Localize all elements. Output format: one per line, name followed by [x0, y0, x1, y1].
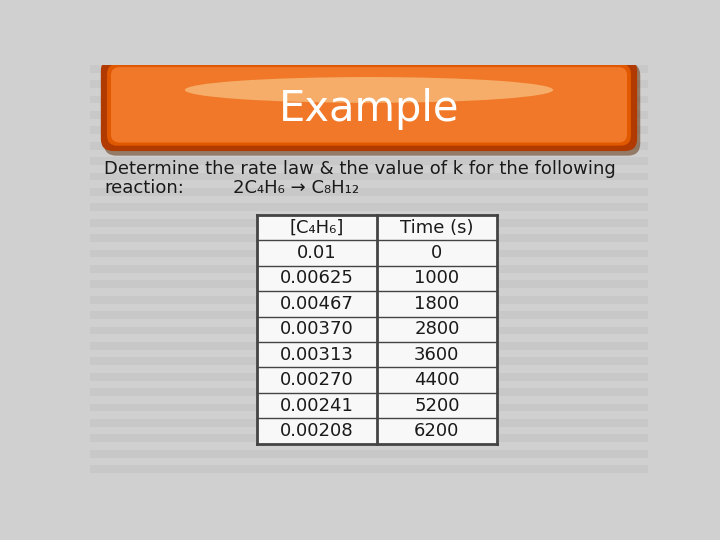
Bar	[90, 257, 648, 265]
Text: 3600: 3600	[414, 346, 459, 364]
Text: 2800: 2800	[414, 320, 459, 338]
Bar	[90, 226, 648, 234]
Bar	[90, 457, 648, 465]
Bar	[90, 72, 648, 80]
Bar	[256, 215, 497, 444]
Text: 0.00241: 0.00241	[280, 396, 354, 415]
Bar	[90, 411, 648, 419]
Text: 0.00467: 0.00467	[280, 295, 354, 313]
Text: Determine the rate law & the value of k for the following: Determine the rate law & the value of k …	[104, 159, 616, 178]
Text: 0: 0	[431, 244, 442, 262]
Bar	[90, 388, 648, 396]
Bar	[90, 288, 648, 296]
FancyBboxPatch shape	[101, 59, 637, 151]
Bar	[90, 219, 648, 226]
Bar	[90, 357, 648, 365]
Text: 0.00625: 0.00625	[280, 269, 354, 287]
Bar	[90, 365, 648, 373]
FancyBboxPatch shape	[104, 63, 640, 156]
Bar	[90, 342, 648, 350]
Bar	[90, 373, 648, 381]
Bar	[90, 350, 648, 357]
Text: 0.00208: 0.00208	[280, 422, 354, 440]
Bar	[90, 157, 648, 165]
Bar	[90, 180, 648, 188]
Bar	[90, 403, 648, 411]
Bar	[90, 273, 648, 280]
Bar	[90, 242, 648, 249]
Text: 2C₄H₆ → C₈H₁₂: 2C₄H₆ → C₈H₁₂	[233, 179, 359, 197]
Bar	[90, 134, 648, 142]
Text: 4400: 4400	[414, 371, 459, 389]
Bar	[90, 234, 648, 242]
Bar	[90, 280, 648, 288]
Text: 0.01: 0.01	[297, 244, 336, 262]
Ellipse shape	[185, 77, 553, 103]
FancyBboxPatch shape	[111, 67, 627, 143]
Text: Example: Example	[279, 89, 459, 131]
Bar	[90, 381, 648, 388]
Bar	[90, 65, 648, 72]
Bar	[90, 450, 648, 457]
Text: reaction:: reaction:	[104, 179, 184, 197]
Bar	[90, 265, 648, 273]
Bar	[90, 211, 648, 219]
Bar	[90, 96, 648, 103]
Bar	[90, 442, 648, 450]
Bar	[90, 249, 648, 257]
Text: Time (s): Time (s)	[400, 219, 474, 237]
Bar	[90, 111, 648, 119]
Bar	[90, 150, 648, 157]
Bar	[90, 119, 648, 126]
Bar	[90, 473, 648, 481]
Text: 6200: 6200	[414, 422, 459, 440]
Text: 0.00370: 0.00370	[280, 320, 354, 338]
Bar	[90, 419, 648, 427]
Bar	[90, 396, 648, 403]
Bar	[90, 319, 648, 327]
Bar	[90, 334, 648, 342]
Bar	[90, 311, 648, 319]
Bar	[90, 296, 648, 303]
Bar	[90, 80, 648, 88]
Bar	[90, 103, 648, 111]
Text: 5200: 5200	[414, 396, 459, 415]
Bar	[90, 303, 648, 311]
Bar	[90, 126, 648, 134]
Text: 0.00313: 0.00313	[280, 346, 354, 364]
Text: [C₄H₆]: [C₄H₆]	[289, 219, 344, 237]
Bar	[90, 195, 648, 204]
Bar	[90, 465, 648, 473]
Bar	[90, 434, 648, 442]
Text: 1000: 1000	[414, 269, 459, 287]
Bar	[90, 204, 648, 211]
Text: 0.00270: 0.00270	[280, 371, 354, 389]
Bar	[90, 427, 648, 434]
Text: 1800: 1800	[414, 295, 459, 313]
FancyBboxPatch shape	[107, 64, 631, 146]
Bar	[90, 327, 648, 334]
Bar	[90, 165, 648, 173]
Bar	[90, 173, 648, 180]
Bar	[90, 188, 648, 195]
Bar	[90, 88, 648, 96]
Bar	[90, 142, 648, 150]
